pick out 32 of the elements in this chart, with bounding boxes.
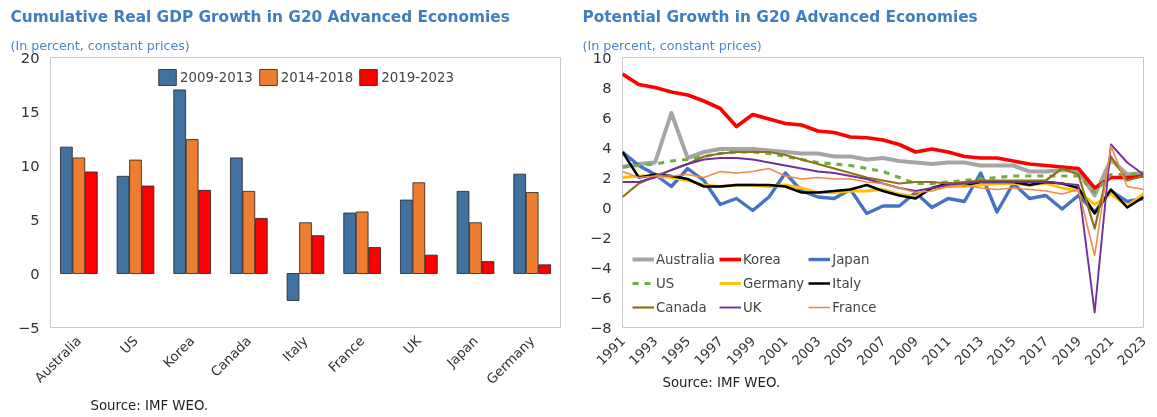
y-tick-label: 0 [30,264,40,282]
y-tick-label: 5 [30,210,40,228]
y-tick-label: 15 [20,102,40,120]
legend-label: Canada [656,299,707,315]
y-tick-label: 4 [602,138,612,156]
legend-label: UK [742,299,763,315]
legend-label: Japan [832,251,870,267]
chart-title: Potential Growth in G20 Advanced Economies [582,7,978,26]
legend-label: Korea [742,251,781,267]
legend-label: 2014-2018 [280,69,354,85]
source-note: Source: IMF WEO. [90,397,209,413]
y-tick-label: 0 [602,198,612,216]
legend-label: Germany [742,275,805,291]
y-tick-label: 2 [602,168,612,186]
y-tick-label: 8 [602,78,612,96]
y-tick-label: −2 [589,228,612,246]
y-tick-label: 10 [20,156,40,174]
y-tick-label: −5 [17,318,40,336]
legend-label: France [832,299,877,315]
y-tick-label: −6 [589,288,612,306]
source-note: Source: IMF WEO. [662,374,781,390]
chart-title: Cumulative Real GDP Growth in G20 Advanced Economies [10,7,510,26]
legend-label: US [656,275,676,291]
y-tick-label: −4 [589,258,612,276]
legend-label: Australia [656,251,715,267]
y-tick-label: 6 [602,108,612,126]
legend-label: Italy [832,275,862,291]
y-tick-label: −8 [589,318,612,336]
x-tick-label: UK [400,332,426,357]
legend-label: 2019-2023 [381,69,454,85]
x-tick-label: US [117,333,141,357]
legend-label: 2009-2013 [180,69,253,85]
